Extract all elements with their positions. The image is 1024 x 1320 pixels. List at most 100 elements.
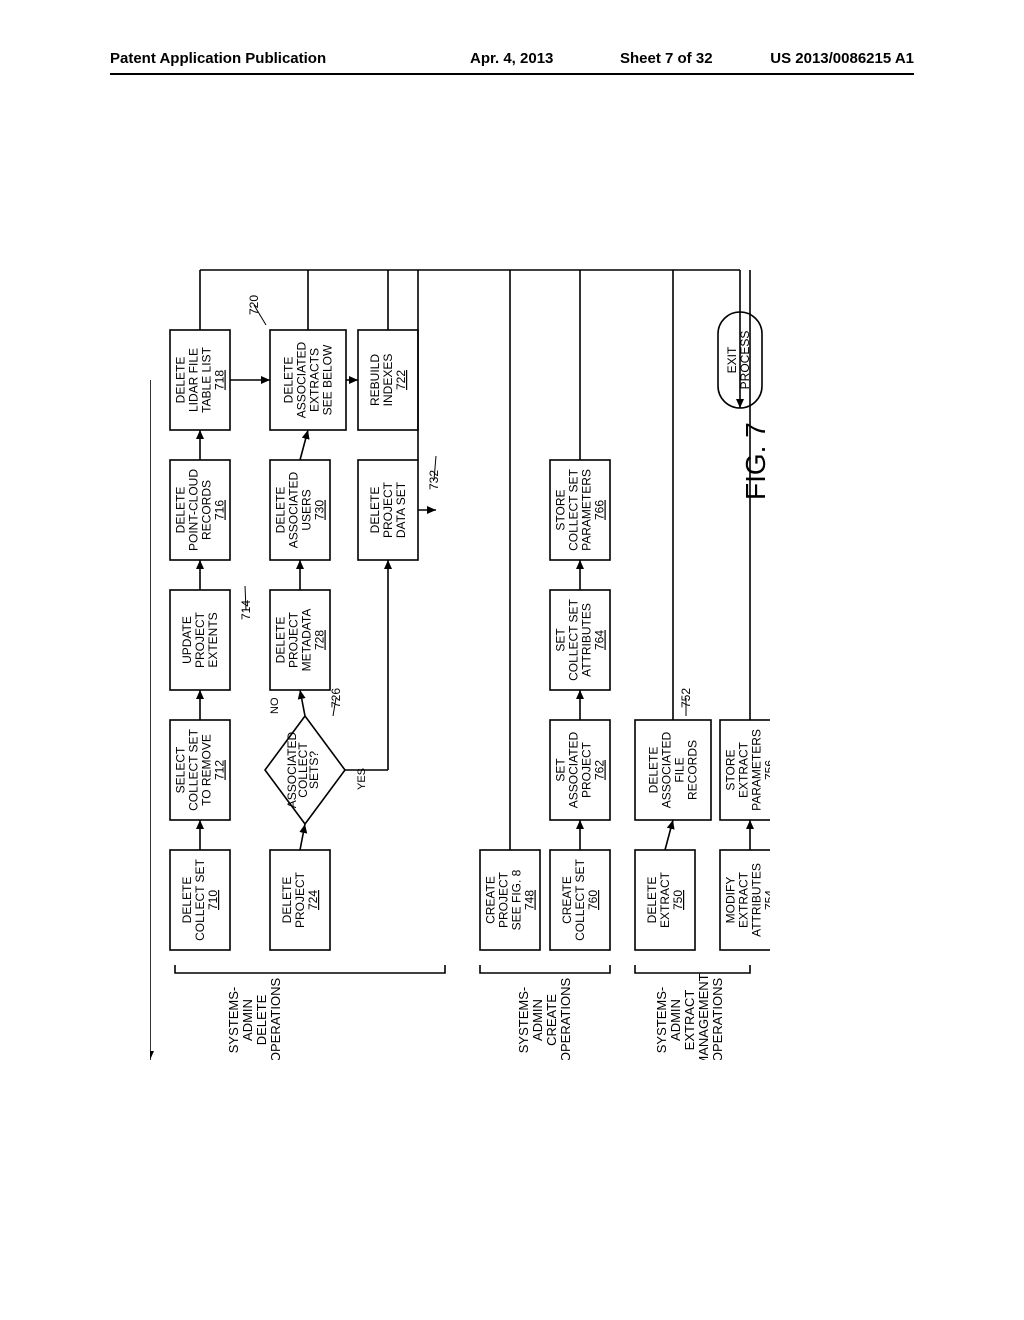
flowchart-svg: DELETECOLLECT SET710SELECTCOLLECT SETTO … (150, 230, 770, 1060)
svg-text:DELETE: DELETE (280, 877, 294, 924)
svg-text:MODIFY: MODIFY (724, 877, 738, 924)
svg-text:COLLECT SET: COLLECT SET (567, 468, 581, 550)
svg-text:SELECT: SELECT (174, 746, 188, 793)
svg-text:720: 720 (247, 295, 261, 315)
svg-text:DELETE: DELETE (645, 877, 659, 924)
header-rule (110, 73, 914, 75)
svg-text:748: 748 (523, 890, 537, 910)
svg-text:FIG. 7: FIG. 7 (740, 422, 770, 500)
svg-text:DELETE: DELETE (180, 877, 194, 924)
svg-text:SEE FIG. 8: SEE FIG. 8 (510, 869, 524, 930)
svg-text:754: 754 (763, 890, 771, 910)
svg-text:752: 752 (679, 688, 693, 708)
svg-text:STORE: STORE (724, 749, 738, 790)
svg-text:724: 724 (306, 890, 320, 910)
svg-text:EXTRACT: EXTRACT (737, 741, 751, 798)
svg-text:PROJECT: PROJECT (497, 871, 511, 928)
svg-text:766: 766 (593, 500, 607, 520)
svg-text:764: 764 (593, 630, 607, 650)
svg-text:DELETE: DELETE (647, 747, 661, 794)
svg-text:SYSTEMS-: SYSTEMS- (654, 987, 669, 1053)
svg-text:756: 756 (763, 760, 771, 780)
svg-text:STORE: STORE (554, 489, 568, 530)
svg-text:LIDAR FILE: LIDAR FILE (187, 348, 201, 412)
svg-text:ATTRIBUTES: ATTRIBUTES (580, 603, 594, 677)
svg-text:DELETE: DELETE (282, 357, 296, 404)
svg-text:EXTENTS: EXTENTS (206, 612, 220, 667)
svg-text:ATTRIBUTES: ATTRIBUTES (750, 863, 764, 937)
svg-text:SETS?: SETS? (307, 751, 321, 789)
svg-text:NO: NO (269, 697, 281, 714)
svg-text:PARAMETERS: PARAMETERS (580, 469, 594, 551)
svg-text:762: 762 (593, 760, 607, 780)
svg-text:PROJECT: PROJECT (193, 611, 207, 668)
svg-text:730: 730 (313, 500, 327, 520)
svg-text:UPDATE: UPDATE (180, 616, 194, 664)
svg-text:COLLECT SET: COLLECT SET (573, 858, 587, 940)
page-header: Patent Application Publication Apr. 4, 2… (0, 50, 1024, 75)
svg-text:SET: SET (554, 758, 568, 782)
svg-text:COLLECT SET: COLLECT SET (567, 598, 581, 680)
svg-text:USERS: USERS (300, 489, 314, 530)
svg-text:728: 728 (313, 630, 327, 650)
svg-text:EXTRACT: EXTRACT (658, 871, 672, 928)
svg-text:PROJECT: PROJECT (287, 611, 301, 668)
svg-text:DATA SET: DATA SET (394, 481, 408, 538)
svg-text:EXTRACT: EXTRACT (737, 871, 751, 928)
svg-text:DELETE: DELETE (368, 487, 382, 534)
svg-text:DELETE: DELETE (174, 487, 188, 534)
svg-text:INDEXES: INDEXES (381, 354, 395, 407)
svg-text:718: 718 (213, 370, 227, 390)
svg-text:722: 722 (394, 370, 408, 390)
svg-text:PROJECT: PROJECT (293, 871, 307, 928)
header-sheet: Sheet 7 of 32 (620, 50, 713, 67)
svg-text:750: 750 (671, 890, 685, 910)
svg-text:PARAMETERS: PARAMETERS (750, 729, 764, 811)
svg-text:DELETE: DELETE (254, 994, 269, 1045)
svg-text:EXIT: EXIT (725, 346, 739, 373)
diagram-area: { "header": { "publication": "Patent App… (150, 230, 770, 1060)
svg-text:DELETE: DELETE (274, 487, 288, 534)
svg-text:REBUILD: REBUILD (368, 354, 382, 406)
svg-text:PROJECT: PROJECT (580, 741, 594, 798)
svg-text:METADATA: METADATA (300, 609, 314, 672)
svg-text:732: 732 (427, 470, 441, 490)
svg-text:TABLE LIST: TABLE LIST (200, 346, 214, 412)
svg-text:POINT-CLOUD: POINT-CLOUD (187, 469, 201, 551)
svg-text:OPERATIONS: OPERATIONS (558, 978, 573, 1060)
svg-text:726: 726 (329, 688, 343, 708)
svg-text:EXTRACT: EXTRACT (682, 990, 697, 1051)
svg-text:SYSTEMS-: SYSTEMS- (226, 987, 241, 1053)
header-pubnum: US 2013/0086215 A1 (770, 50, 914, 67)
svg-text:CREATE: CREATE (484, 876, 498, 924)
svg-text:712: 712 (213, 760, 227, 780)
svg-text:SEE BELOW: SEE BELOW (321, 344, 335, 415)
header-row: Patent Application Publication Apr. 4, 2… (110, 50, 914, 67)
svg-text:714: 714 (239, 600, 253, 620)
page: Patent Application Publication Apr. 4, 2… (0, 0, 1024, 1320)
svg-text:SET: SET (554, 628, 568, 652)
svg-text:TO REMOVE: TO REMOVE (200, 734, 214, 806)
svg-text:ADMIN: ADMIN (240, 999, 255, 1041)
svg-text:710: 710 (206, 890, 220, 910)
svg-text:OPERATIONS: OPERATIONS (268, 978, 283, 1060)
svg-text:EXTRACTS: EXTRACTS (308, 348, 322, 412)
svg-text:ASSOCIATED: ASSOCIATED (287, 471, 301, 548)
svg-text:ASSOCIATED: ASSOCIATED (295, 341, 309, 418)
svg-text:COLLECT SET: COLLECT SET (193, 858, 207, 940)
header-date: Apr. 4, 2013 (470, 50, 553, 67)
svg-text:DELETE: DELETE (274, 617, 288, 664)
svg-text:ADMIN: ADMIN (668, 999, 683, 1041)
svg-text:760: 760 (586, 890, 600, 910)
svg-text:ASSOCIATED: ASSOCIATED (660, 731, 674, 808)
svg-text:CREATE: CREATE (544, 994, 559, 1046)
header-publication: Patent Application Publication (110, 50, 326, 67)
svg-text:ADMIN: ADMIN (530, 999, 545, 1041)
diagram-rotated: { "header": { "publication": "Patent App… (150, 230, 770, 1060)
svg-text:OPERATIONS: OPERATIONS (710, 978, 725, 1060)
svg-text:MANAGEMENT: MANAGEMENT (696, 973, 711, 1060)
svg-text:SYSTEMS-: SYSTEMS- (516, 987, 531, 1053)
svg-text:YES: YES (356, 768, 368, 790)
svg-text:DELETE: DELETE (174, 357, 188, 404)
svg-text:ASSOCIATED: ASSOCIATED (567, 731, 581, 808)
